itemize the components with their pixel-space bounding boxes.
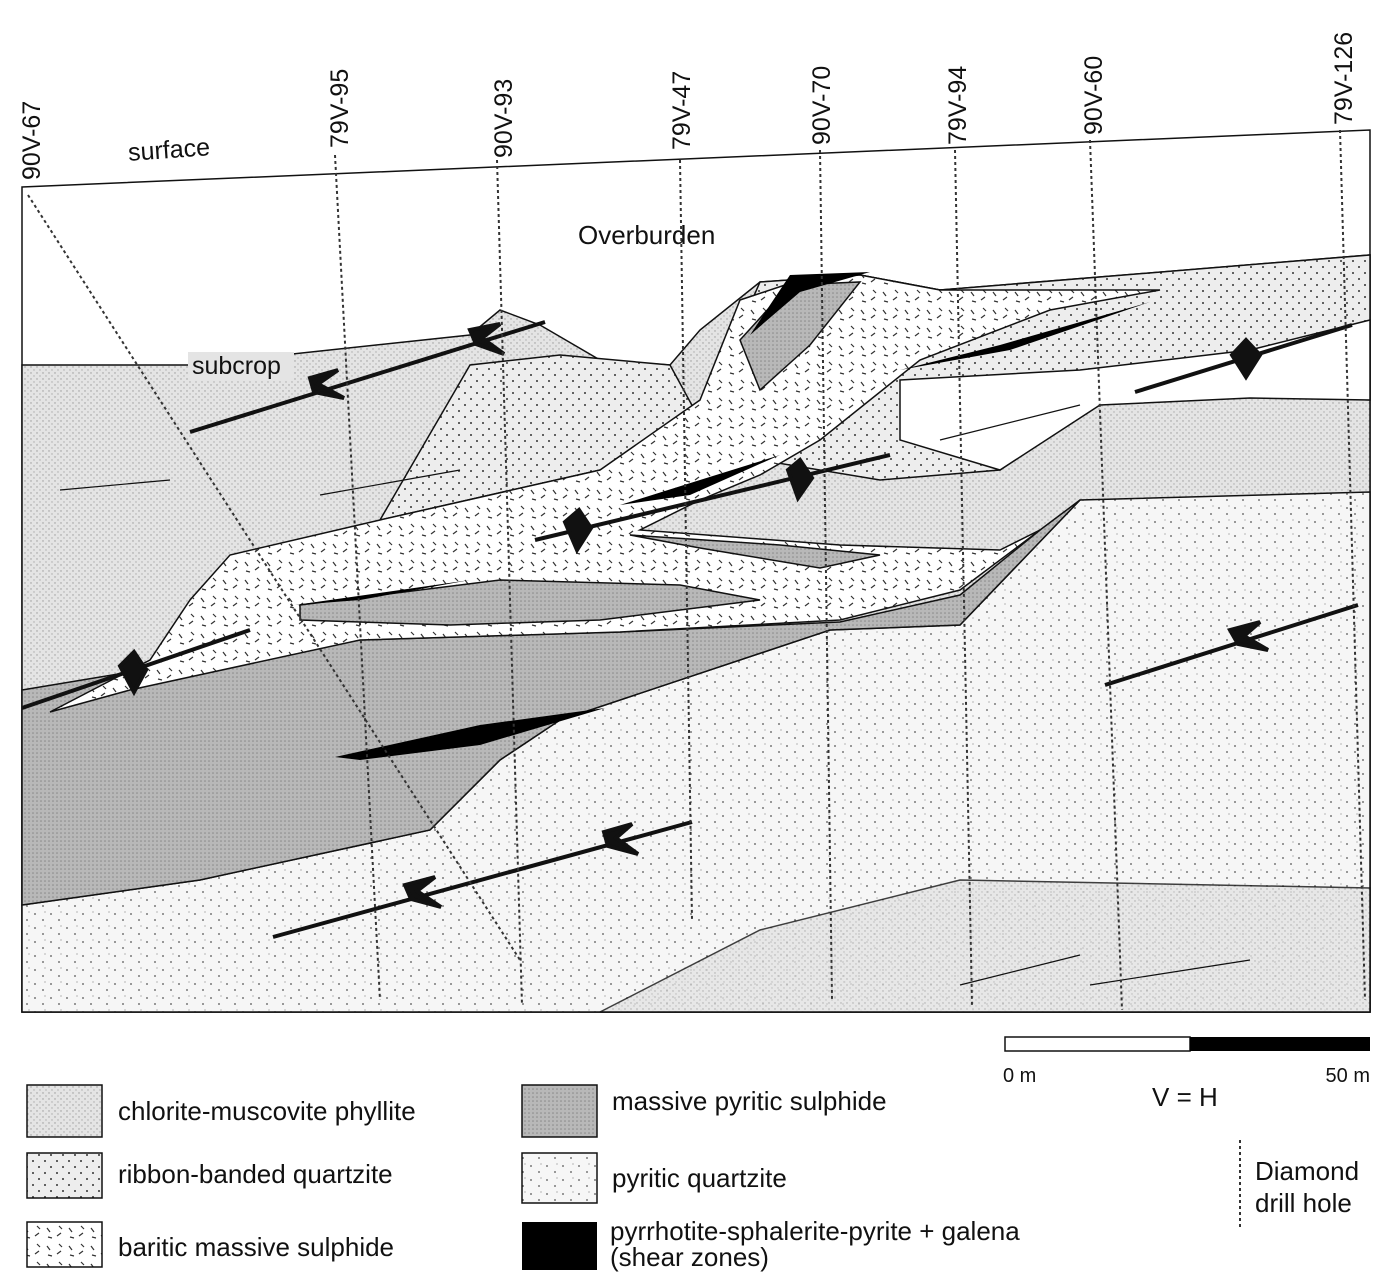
- scale-bar: 0 m 50 m V = H: [1003, 1037, 1370, 1112]
- geology: [22, 130, 1370, 1012]
- drill-hole-label: 90V-60: [1080, 56, 1108, 135]
- legend-label: ribbon-banded quartzite: [118, 1159, 393, 1189]
- legend-label: drill hole: [1255, 1188, 1352, 1218]
- drill-hole-label: 90V-67: [18, 101, 46, 180]
- scale-end: 50 m: [1326, 1065, 1370, 1087]
- surface-label: surface: [127, 133, 211, 167]
- overburden-label: Overburden: [578, 220, 715, 250]
- legend-label: (shear zones): [610, 1242, 769, 1272]
- legend-label: baritic massive sulphide: [118, 1232, 394, 1262]
- scale-start: 0 m: [1003, 1065, 1036, 1087]
- drill-hole-label: 90V-70: [808, 66, 836, 145]
- legend-label: massive pyritic sulphide: [612, 1086, 887, 1116]
- drill-hole-label: 79V-95: [326, 69, 354, 148]
- subcrop-label: subcrop: [192, 352, 281, 380]
- legend-label: pyritic quartzite: [612, 1163, 787, 1193]
- legend: chlorite-muscovite phyllite ribbon-bande…: [27, 1085, 1359, 1272]
- legend-label: Diamond: [1255, 1156, 1359, 1186]
- drill-hole-label: 79V-126: [1330, 32, 1358, 125]
- drill-hole-label: 79V-47: [668, 71, 696, 150]
- scale-ratio: V = H: [1152, 1082, 1218, 1112]
- drill-hole-label: 79V-94: [944, 66, 972, 145]
- cross-section-figure: 90V-67 79V-95 90V-93 79V-47 90V-70 79V-9…: [0, 0, 1379, 1275]
- drill-hole-label: 90V-93: [490, 79, 518, 158]
- legend-label: chlorite-muscovite phyllite: [118, 1096, 416, 1126]
